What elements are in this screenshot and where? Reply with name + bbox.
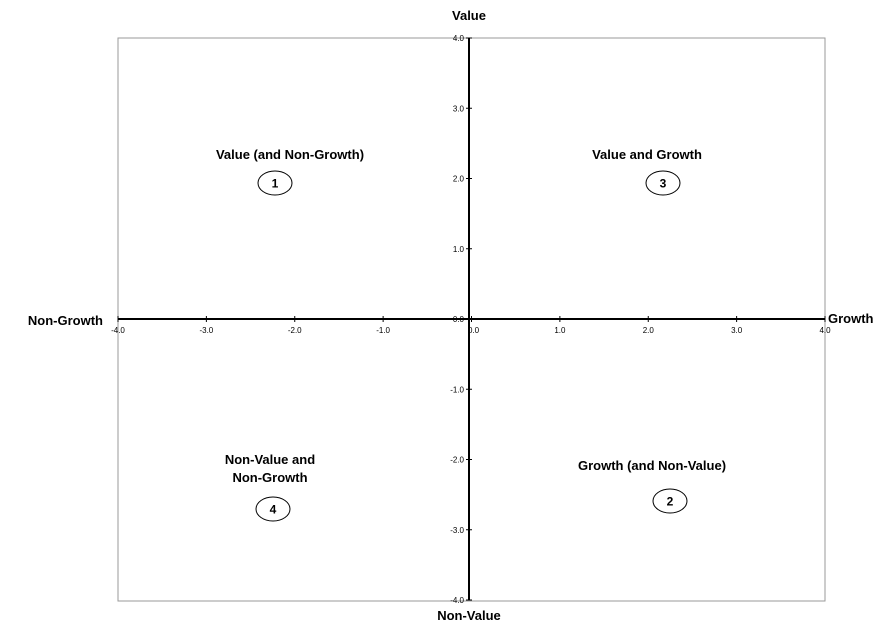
quadrant-3-label: Value and Growth — [592, 147, 702, 162]
y-tick-labels: 4.0 3.0 2.0 1.0 0.0 -1.0 -2.0 -3.0 -4.0 — [450, 34, 472, 605]
y-tick-label: -3.0 — [450, 526, 464, 535]
x-tick-label: 0.0 — [468, 326, 480, 335]
y-tick-label: 1.0 — [453, 245, 465, 254]
x-tick-label: 1.0 — [554, 326, 566, 335]
x-tick-label: 2.0 — [643, 326, 655, 335]
x-tick-label: -4.0 — [111, 326, 125, 335]
quadrant-1-badge — [257, 170, 293, 196]
y-tick-label: -1.0 — [450, 385, 464, 394]
quadrant-2-number: 2 — [667, 495, 674, 509]
quadrant-3: Value and Growth 3 — [592, 147, 702, 196]
quadrant-2-badge — [652, 488, 688, 514]
quadrant-3-number: 3 — [660, 177, 667, 191]
y-tick-label: 2.0 — [453, 175, 465, 184]
quadrant-1-number: 1 — [272, 177, 279, 191]
axis-label-top: Value — [452, 8, 486, 23]
quadrant-1: Value (and Non-Growth) 1 — [216, 147, 364, 196]
axis-label-bottom: Non-Value — [437, 608, 501, 623]
quadrant-2: Growth (and Non-Value) 2 — [578, 458, 726, 514]
axis-label-left: Non-Growth — [28, 313, 103, 328]
quadrant-4: Non-Value and Non-Growth 4 — [225, 452, 315, 522]
quadrant-4-badge — [255, 496, 291, 522]
y-tick-label: -4.0 — [450, 596, 464, 605]
quadrant-2-label: Growth (and Non-Value) — [578, 458, 726, 473]
axis-label-right: Growth — [828, 311, 874, 326]
x-tick-labels: -4.0 -3.0 -2.0 -1.0 0.0 1.0 2.0 3.0 4.0 — [111, 316, 831, 335]
x-tick-label: 4.0 — [819, 326, 831, 335]
x-tick-label: -2.0 — [288, 326, 302, 335]
quadrant-4-number: 4 — [270, 503, 277, 517]
quadrant-3-badge — [645, 170, 681, 196]
quadrant-1-label: Value (and Non-Growth) — [216, 147, 364, 162]
y-tick-label: 3.0 — [453, 104, 465, 113]
x-tick-label: 3.0 — [731, 326, 743, 335]
y-tick-label: 0.0 — [453, 315, 465, 324]
x-tick-label: -1.0 — [376, 326, 390, 335]
y-tick-label: 4.0 — [453, 34, 465, 43]
quadrant-4-label-line-2: Non-Growth — [232, 470, 307, 485]
y-tick-label: -2.0 — [450, 456, 464, 465]
quadrant-4-label-line-1: Non-Value and — [225, 452, 315, 467]
x-tick-label: -3.0 — [199, 326, 213, 335]
